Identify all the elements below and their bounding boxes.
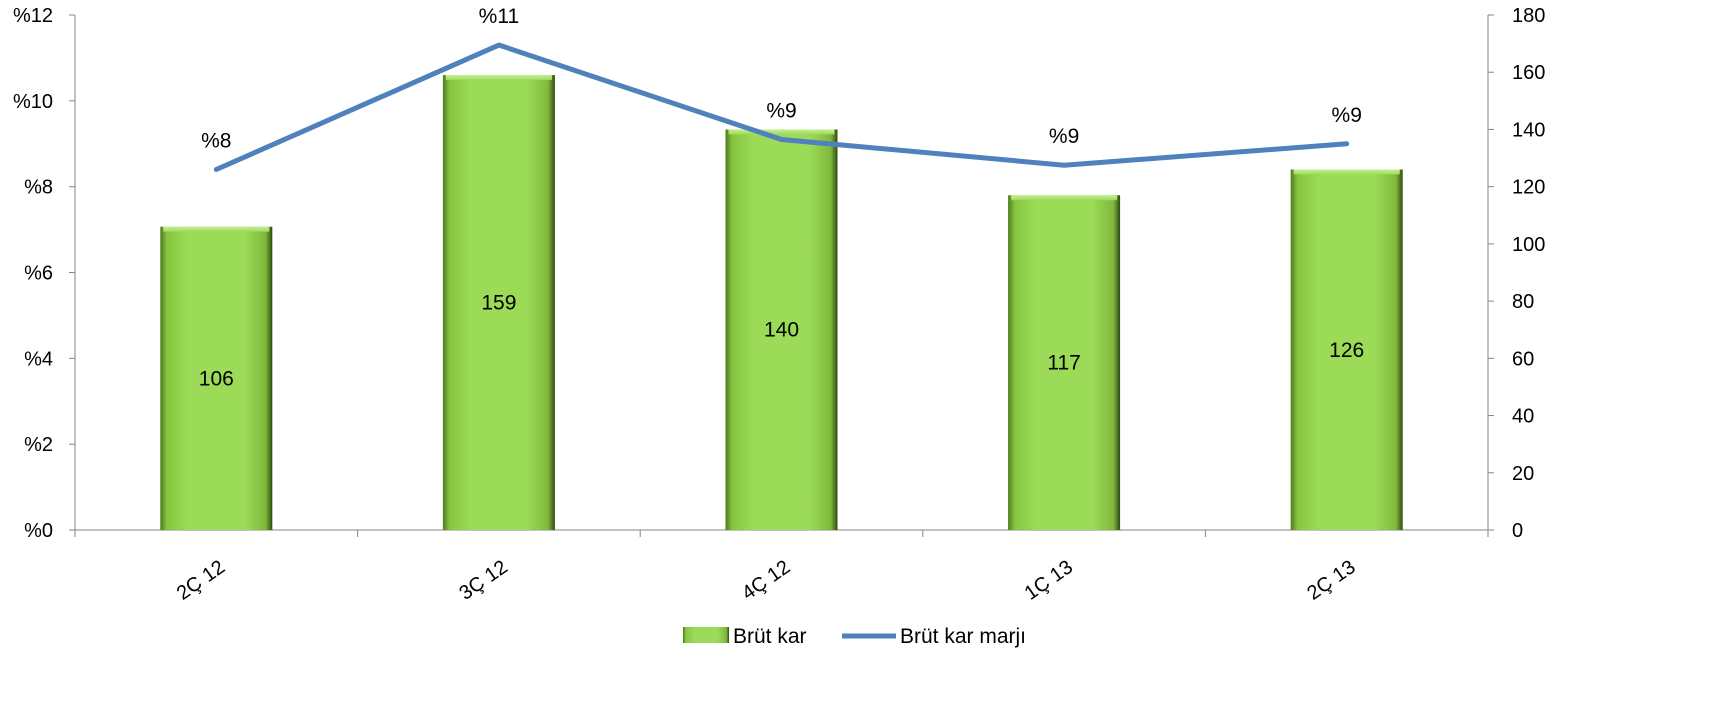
left-axis-tick-label: %6 bbox=[24, 263, 53, 285]
right-axis-tick-label: 160 bbox=[1512, 62, 1545, 84]
bar-data-label: 117 bbox=[1047, 352, 1080, 375]
right-axis-tick-label: 180 bbox=[1512, 5, 1545, 27]
right-axis-tick-label: 100 bbox=[1512, 234, 1545, 256]
bar-data-label: 159 bbox=[481, 292, 516, 315]
legend-label-bar: Brüt kar bbox=[733, 625, 807, 648]
bar-top-bevel bbox=[1294, 170, 1400, 175]
right-axis-tick-label: 140 bbox=[1512, 119, 1545, 141]
bar-data-label: 126 bbox=[1329, 339, 1364, 362]
legend: Brüt kar Brüt kar marjı bbox=[683, 625, 1026, 648]
right-axis-tick-label: 120 bbox=[1512, 177, 1545, 199]
right-axis-tick-label: 60 bbox=[1512, 348, 1534, 370]
bar-top-bevel bbox=[729, 129, 835, 134]
right-axis-tick-label: 20 bbox=[1512, 463, 1534, 485]
line-data-label: %9 bbox=[766, 99, 796, 122]
x-axis-tick-label: 4Ç 12 bbox=[738, 556, 794, 605]
left-axis-tick-label: %10 bbox=[13, 91, 53, 113]
x-axis-tick-label: 1Ç 13 bbox=[1021, 556, 1077, 605]
right-axis-tick-label: 0 bbox=[1512, 520, 1523, 542]
left-axis-tick-label: %2 bbox=[24, 434, 53, 456]
left-axis-tick-label: %4 bbox=[24, 348, 53, 370]
left-axis-tick-label: %8 bbox=[24, 177, 53, 199]
x-axis-tick-label: 2Ç 12 bbox=[173, 556, 229, 605]
bar-top-bevel bbox=[163, 227, 269, 232]
left-axis-tick-label: %12 bbox=[13, 5, 53, 27]
line-data-label: %9 bbox=[1332, 104, 1362, 127]
x-axis-tick-label: 2Ç 13 bbox=[1303, 556, 1359, 605]
bar-data-label: 106 bbox=[199, 367, 234, 390]
right-axis-tick-label: 40 bbox=[1512, 406, 1534, 428]
bar-data-label: 140 bbox=[764, 319, 799, 342]
legend-swatch-bar bbox=[683, 627, 729, 643]
bar-top-bevel bbox=[446, 75, 552, 80]
line-data-label: %8 bbox=[201, 130, 231, 153]
bars-layer bbox=[160, 75, 1402, 530]
x-axis-tick-label: 3Ç 12 bbox=[455, 556, 511, 605]
right-axis-tick-label: 80 bbox=[1512, 291, 1534, 313]
bar-top-bevel bbox=[1011, 195, 1117, 200]
line-data-label: %9 bbox=[1049, 125, 1079, 148]
line-data-label: %11 bbox=[479, 5, 519, 28]
legend-label-line: Brüt kar marjı bbox=[900, 625, 1026, 648]
left-axis-tick-label: %0 bbox=[24, 520, 53, 542]
